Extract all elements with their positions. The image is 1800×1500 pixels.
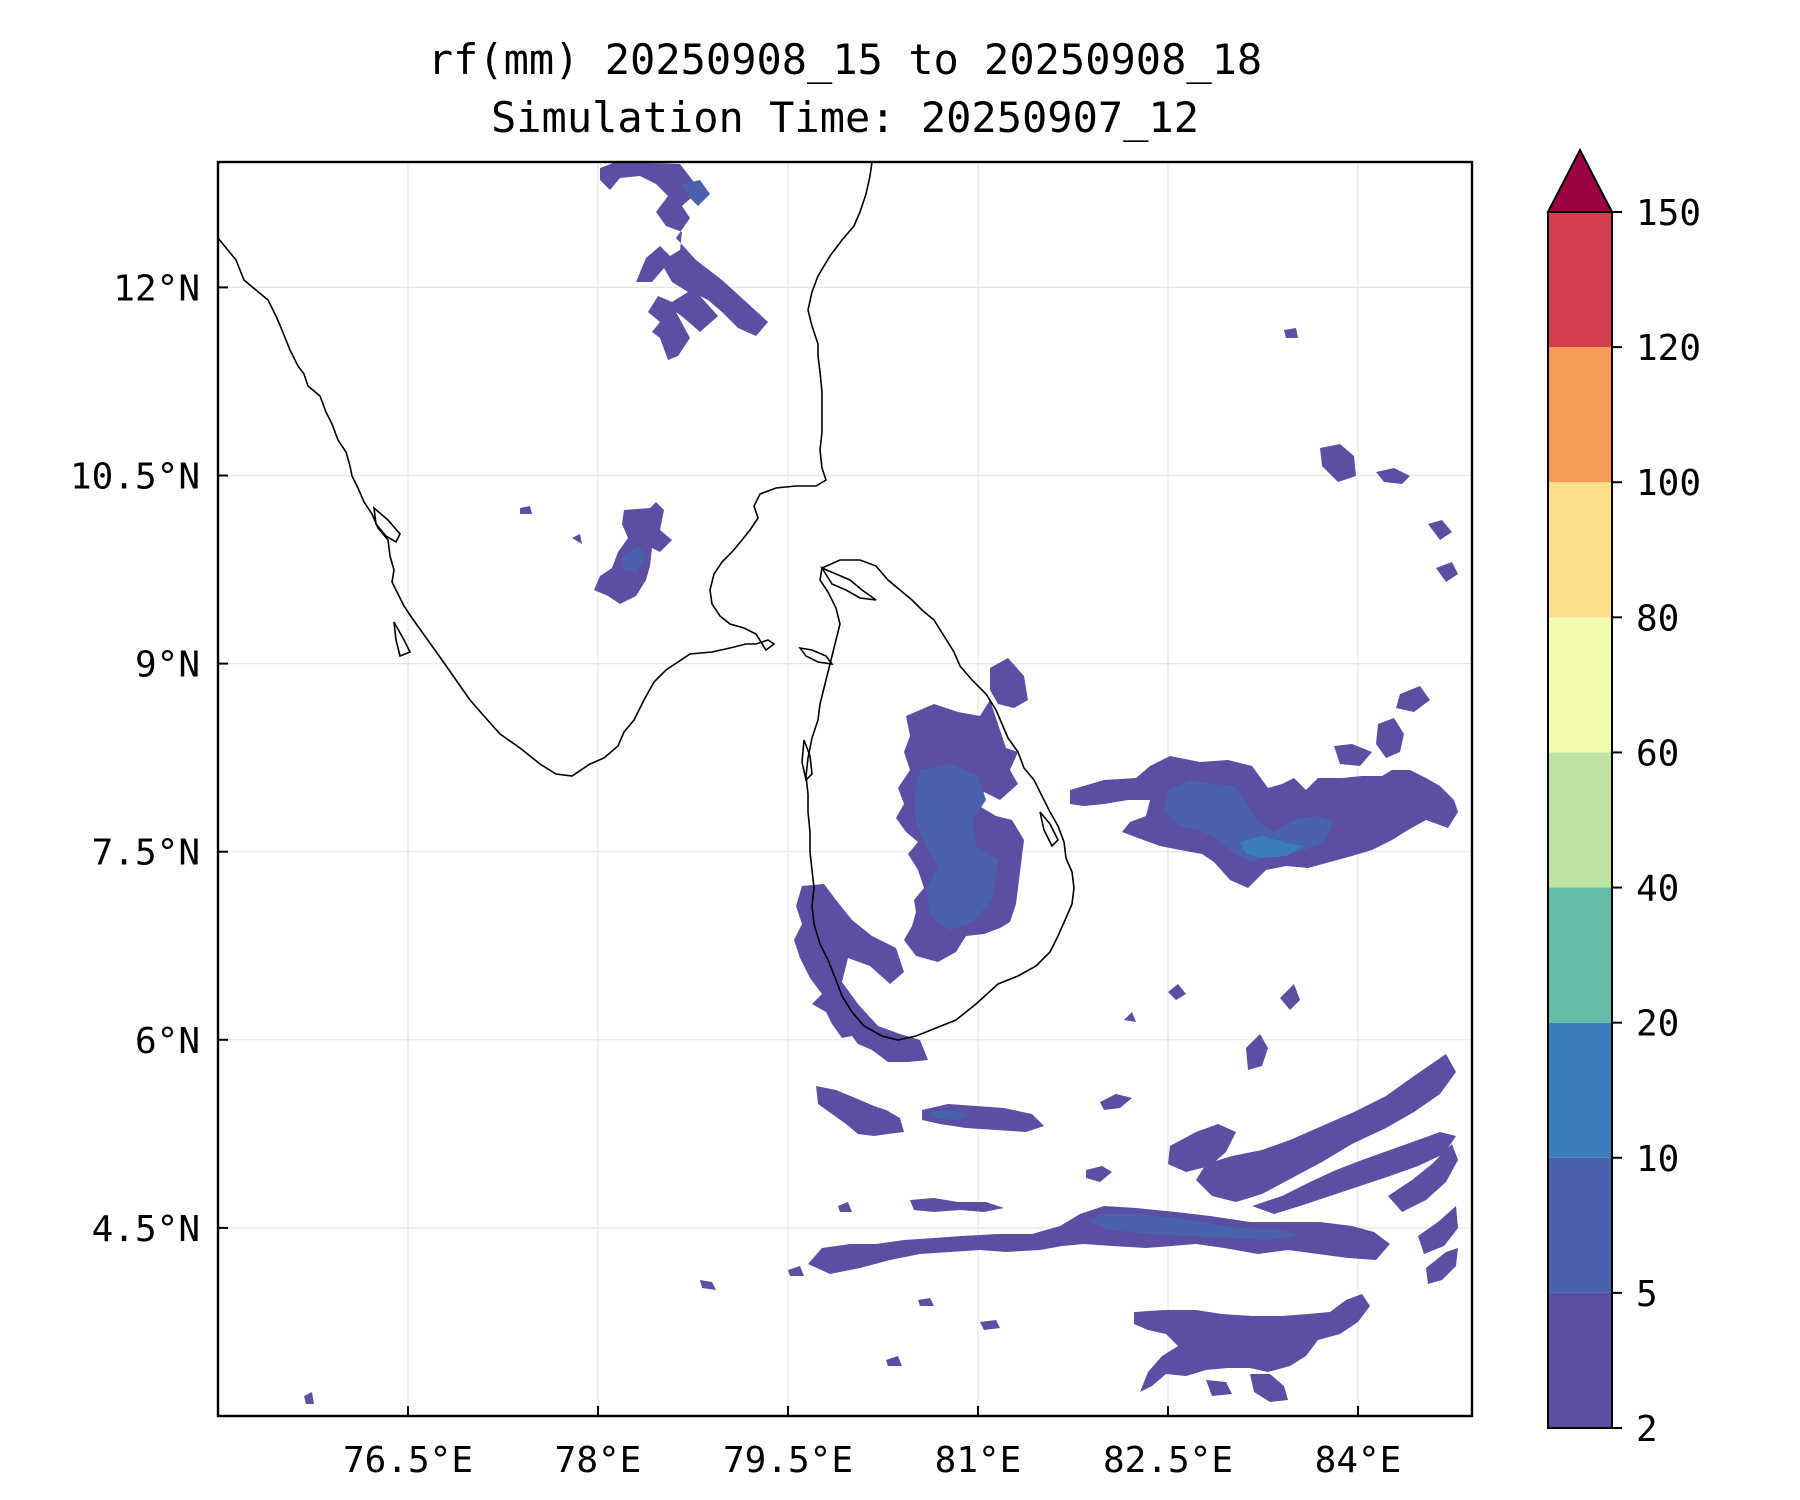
rain-region-small-13 (980, 1320, 1000, 1330)
colorbar-band (1548, 347, 1612, 483)
y-tick-label: 7.5°N (92, 833, 200, 874)
y-tick-label: 4.5°N (92, 1209, 200, 1250)
coastlines (218, 162, 1075, 1041)
colorbar-tick-label: 150 (1636, 193, 1701, 234)
y-tick-label: 12°N (113, 268, 200, 309)
rain-region-mid-blob-2 (1100, 1094, 1132, 1110)
rain-region-small-5 (1168, 984, 1186, 1000)
colorbar-extend-arrow (1546, 147, 1614, 213)
x-tick-label: 81°E (935, 1440, 1022, 1481)
colorbar-tick-label: 80 (1636, 598, 1679, 639)
colorbar-tick-label: 100 (1636, 463, 1701, 504)
map-title: rf(mm) 20250908_15 to 20250908_18 (427, 35, 1263, 84)
colorbar-tick-label: 20 (1636, 1004, 1679, 1045)
rain-region-small-10 (304, 1392, 314, 1404)
x-axis: 76.5°E 78°E 79.5°E 81°E 82.5°E 84°E (343, 1406, 1401, 1481)
rain-region-bay-east-heavy (1240, 836, 1304, 858)
colorbar-band (1548, 482, 1612, 618)
x-tick-label: 78°E (555, 1440, 642, 1481)
rain-region-southeast-streak-1 (808, 1206, 1390, 1274)
x-tick-label: 76.5°E (343, 1440, 473, 1481)
y-axis: 12°N 10.5°N 9°N 7.5°N 6°N 4.5°N (70, 268, 228, 1250)
rain-region-small-1 (1284, 328, 1298, 338)
rain-region-mid-blob-3 (1246, 1034, 1268, 1070)
rain-region-small-14 (572, 534, 582, 544)
map-frame (216, 160, 1474, 1418)
coastline-jaffna-detail (819, 566, 877, 601)
rain-region-small-6 (1124, 1012, 1136, 1022)
rain-region-bay-patch-2 (1376, 718, 1404, 758)
colorbar-tick-label: 120 (1636, 328, 1701, 369)
rain-region-small-4 (1436, 562, 1458, 582)
rain-region-bay-patch-3 (1396, 686, 1430, 712)
colorbar-band (1548, 752, 1612, 888)
colorbar-tick-label: 40 (1636, 869, 1679, 910)
rain-region-srilanka-east-core (914, 764, 998, 930)
colorbar-tick-label: 60 (1636, 733, 1679, 774)
rain-region-south-streak (1134, 1294, 1370, 1392)
rain-region-southeast-diagonal-4 (1388, 1144, 1458, 1212)
colorbar-tick-label: 5 (1636, 1274, 1658, 1315)
rain-region-bay-east (1070, 756, 1458, 888)
coastline-mannar (798, 646, 834, 666)
rain-region-small-8 (788, 1266, 804, 1276)
x-tick-label: 84°E (1315, 1440, 1402, 1481)
rain-region-equatorial-band-core (930, 1110, 972, 1120)
coastline-india (218, 162, 873, 777)
y-tick-label: 10.5°N (70, 457, 200, 498)
rain-region-small-12 (886, 1356, 902, 1366)
rain-region-bay-patch-4 (1320, 444, 1356, 482)
rainfall-contours (304, 162, 1458, 1404)
colorbar-band (1548, 617, 1612, 753)
rain-region-small-7 (838, 1202, 852, 1212)
rain-region-palk-core (622, 546, 646, 572)
y-tick-label: 9°N (135, 645, 200, 686)
colorbar-tick-label: 10 (1636, 1139, 1679, 1180)
coastline-srilanka (805, 559, 1075, 1041)
rain-region-small-3 (1428, 520, 1452, 540)
colorbar-band (1548, 212, 1612, 348)
rain-region-southeast-diagonal-2 (1196, 1054, 1456, 1202)
colorbar-tick-label: 2 (1636, 1409, 1658, 1450)
colorbar-frame (1547, 211, 1613, 1429)
rain-region-small-15 (520, 506, 532, 514)
rain-region-south-blob-2 (1206, 1380, 1232, 1396)
rain-region-small-2 (1376, 468, 1410, 484)
rain-region-southeast-diagonal-1 (1168, 1124, 1236, 1172)
rain-region-small-11 (700, 1280, 716, 1290)
y-tick-label: 6°N (135, 1021, 200, 1062)
coastline-batticaloa (1039, 811, 1059, 848)
rain-region-bay-patch-1 (1334, 744, 1372, 766)
rain-region-mid-blob-1 (1086, 1166, 1112, 1182)
rain-region-trinco-northeast (990, 658, 1028, 708)
rain-region-south-blob (1250, 1374, 1288, 1402)
coastline-puttalam (801, 739, 813, 782)
rain-region-mid-blob-4 (1280, 984, 1300, 1010)
x-tick-label: 82.5°E (1103, 1440, 1233, 1481)
rain-region-southeast-diagonal-3 (1252, 1132, 1456, 1214)
rain-region-southeast-diagonal-6 (1426, 1248, 1458, 1284)
rain-region-southwest-band (910, 1198, 1004, 1212)
rain-region-tamilnadu-coast (600, 162, 768, 360)
rain-region-southeast-diagonal-5 (1418, 1206, 1458, 1254)
rain-region-tamilnadu-core (682, 180, 710, 206)
coastline-india-lagoon (372, 506, 401, 544)
colorbar-band (1548, 1292, 1612, 1428)
rain-region-small-9 (918, 1298, 934, 1306)
map-subtitle: Simulation Time: 20250907_12 (490, 93, 1199, 142)
colorbar: 2 5 10 20 40 60 80 100 120 150 (1546, 147, 1701, 1450)
coastline-india-lagoon-2 (393, 621, 412, 658)
x-tick-label: 79.5°E (723, 1440, 853, 1481)
rain-region-srilanka-southwest (794, 884, 928, 1062)
colorbar-band (1548, 1022, 1612, 1158)
rain-region-bay-east-core (1164, 780, 1334, 862)
rain-region-southeast-streak-core (1090, 1214, 1300, 1240)
colorbar-band (1548, 1157, 1612, 1293)
rain-region-equatorial-band-north (816, 1086, 904, 1136)
colorbar-band (1548, 887, 1612, 1023)
